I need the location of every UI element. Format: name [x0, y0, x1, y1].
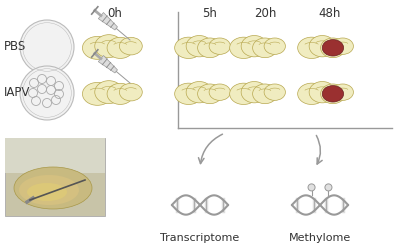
- Ellipse shape: [120, 37, 142, 55]
- Ellipse shape: [107, 83, 134, 104]
- Polygon shape: [98, 12, 118, 30]
- Circle shape: [20, 20, 74, 74]
- Ellipse shape: [82, 36, 112, 59]
- Ellipse shape: [321, 38, 345, 58]
- Ellipse shape: [209, 38, 230, 54]
- Ellipse shape: [309, 35, 335, 57]
- FancyBboxPatch shape: [5, 138, 105, 216]
- Text: PBS: PBS: [4, 40, 26, 54]
- Text: IAPV: IAPV: [4, 87, 30, 99]
- Ellipse shape: [95, 81, 123, 104]
- Circle shape: [325, 184, 332, 191]
- Ellipse shape: [332, 38, 354, 54]
- Text: 5h: 5h: [202, 7, 218, 20]
- Ellipse shape: [27, 183, 67, 201]
- Text: Methylome: Methylome: [289, 233, 351, 243]
- Ellipse shape: [120, 83, 142, 101]
- FancyBboxPatch shape: [5, 138, 105, 173]
- Polygon shape: [98, 56, 118, 73]
- Circle shape: [20, 66, 74, 120]
- Ellipse shape: [186, 82, 212, 103]
- Text: Transcriptome: Transcriptome: [160, 233, 240, 243]
- Ellipse shape: [321, 84, 345, 104]
- Ellipse shape: [264, 84, 286, 100]
- Ellipse shape: [198, 38, 222, 58]
- Ellipse shape: [253, 38, 277, 58]
- Text: 48h: 48h: [319, 7, 341, 20]
- Ellipse shape: [198, 84, 222, 104]
- Ellipse shape: [309, 82, 335, 103]
- Ellipse shape: [253, 84, 277, 104]
- Ellipse shape: [186, 35, 212, 57]
- Ellipse shape: [241, 82, 267, 103]
- Ellipse shape: [298, 83, 326, 104]
- Ellipse shape: [230, 37, 258, 59]
- Ellipse shape: [95, 35, 123, 58]
- Ellipse shape: [241, 35, 267, 57]
- Ellipse shape: [82, 82, 112, 105]
- Ellipse shape: [19, 175, 79, 205]
- Ellipse shape: [264, 38, 286, 54]
- Text: 0h: 0h: [108, 7, 122, 20]
- Ellipse shape: [332, 84, 354, 100]
- Ellipse shape: [14, 167, 92, 209]
- Ellipse shape: [175, 83, 202, 104]
- Ellipse shape: [322, 86, 344, 102]
- Ellipse shape: [322, 40, 344, 56]
- Ellipse shape: [230, 83, 258, 104]
- Ellipse shape: [107, 37, 134, 59]
- Circle shape: [308, 184, 315, 191]
- Ellipse shape: [298, 37, 326, 59]
- Text: 20h: 20h: [254, 7, 276, 20]
- Ellipse shape: [209, 84, 230, 100]
- Ellipse shape: [175, 37, 202, 59]
